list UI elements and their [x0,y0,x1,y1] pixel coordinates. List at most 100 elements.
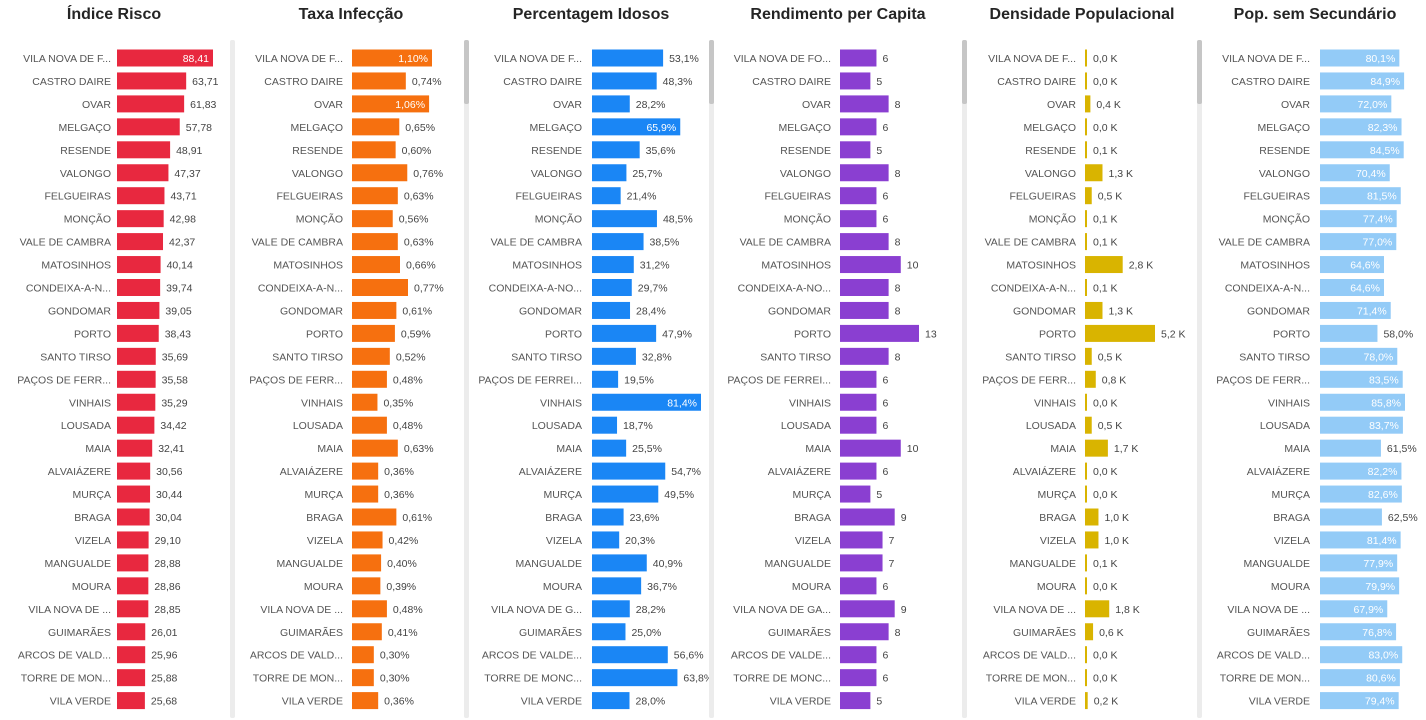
bar[interactable] [592,554,647,572]
bar[interactable] [1320,141,1404,159]
bar[interactable] [117,164,169,182]
bar[interactable] [840,95,889,113]
bar[interactable] [840,554,883,572]
bar[interactable] [117,577,149,595]
bar[interactable] [117,508,150,526]
bar[interactable] [117,623,146,641]
bar[interactable] [840,577,877,595]
bar[interactable] [592,508,624,526]
bar[interactable] [1320,233,1397,251]
bar[interactable] [840,279,889,296]
bar[interactable] [117,600,149,618]
bar[interactable] [117,370,156,388]
bar[interactable] [1320,508,1382,526]
bar[interactable] [117,324,159,342]
bar[interactable] [592,233,644,251]
bar[interactable] [1085,324,1155,342]
bar[interactable] [352,554,382,572]
bar[interactable] [1085,210,1087,228]
bar[interactable] [592,347,636,365]
bar[interactable] [1085,233,1087,251]
bar[interactable] [352,508,397,526]
bar[interactable] [352,600,387,618]
bar[interactable] [352,393,378,411]
bar[interactable] [117,646,146,664]
bar[interactable] [840,531,883,549]
bar[interactable] [1320,577,1400,595]
bar[interactable] [1320,600,1388,618]
bar[interactable] [592,301,631,319]
bar[interactable] [592,324,657,342]
bar[interactable] [592,49,664,67]
bar[interactable] [840,439,901,457]
bar[interactable] [840,623,889,641]
bar[interactable] [1320,485,1402,503]
bar[interactable] [1085,692,1088,710]
bar[interactable] [592,623,626,641]
bar[interactable] [1085,72,1087,90]
bar[interactable] [840,370,877,388]
bar[interactable] [1320,72,1405,90]
bar[interactable] [1085,347,1092,365]
bar[interactable] [117,118,180,136]
bar[interactable] [1320,416,1403,434]
bar[interactable] [352,141,396,159]
bar[interactable] [352,416,387,434]
bar[interactable] [840,324,919,342]
bar[interactable] [1085,646,1087,664]
bar[interactable] [840,49,877,67]
bar[interactable] [1085,393,1087,411]
bar[interactable] [592,164,627,182]
bar[interactable] [1085,669,1087,687]
bar[interactable] [592,439,627,457]
bar[interactable] [592,393,701,411]
bar[interactable] [1320,439,1381,457]
scrollbar-track[interactable] [1197,40,1202,718]
bar[interactable] [1085,577,1087,595]
bar[interactable] [1320,669,1400,687]
bar[interactable] [117,416,155,434]
bar[interactable] [352,118,400,136]
bar[interactable] [840,416,877,434]
bar[interactable] [352,72,406,90]
bar[interactable] [1320,623,1397,641]
bar[interactable] [592,669,678,687]
bar[interactable] [352,233,398,251]
bar[interactable] [1320,49,1400,67]
bar[interactable] [592,577,642,595]
bar[interactable] [352,49,432,67]
bar[interactable] [117,301,160,319]
bar[interactable] [352,370,387,388]
bar[interactable] [1320,279,1384,296]
bar[interactable] [592,416,618,434]
bar[interactable] [1085,600,1110,618]
scrollbar-track[interactable] [230,40,235,718]
bar[interactable] [592,187,621,205]
bar[interactable] [117,393,156,411]
bar[interactable] [352,187,398,205]
bar[interactable] [1085,256,1123,274]
bar[interactable] [592,95,630,113]
bar[interactable] [1320,187,1401,205]
bar[interactable] [592,141,640,159]
bar[interactable] [117,187,165,205]
bar[interactable] [352,347,390,365]
bar[interactable] [352,324,395,342]
bar[interactable] [1320,118,1402,136]
bar[interactable] [592,692,630,710]
bar[interactable] [1085,95,1091,113]
bar[interactable] [1320,692,1399,710]
bar[interactable] [117,347,156,365]
bar[interactable] [352,646,374,664]
bar[interactable] [840,164,889,182]
bar[interactable] [117,141,171,159]
bar[interactable] [1085,623,1094,641]
bar[interactable] [352,692,379,710]
bar[interactable] [1320,95,1392,113]
bar[interactable] [117,554,149,572]
bar[interactable] [117,210,164,228]
bar[interactable] [592,210,657,228]
bar[interactable] [1085,141,1087,159]
bar[interactable] [840,256,901,274]
bar[interactable] [352,623,382,641]
